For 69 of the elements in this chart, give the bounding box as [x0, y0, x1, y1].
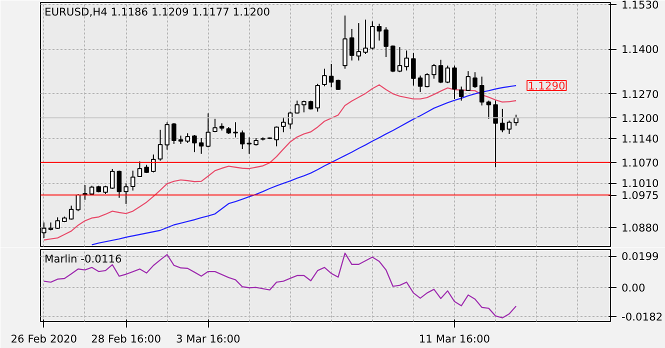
candlestick — [137, 160, 142, 177]
candlestick — [281, 116, 286, 133]
candlestick — [466, 70, 471, 92]
candlestick — [130, 170, 136, 192]
candlestick — [432, 63, 436, 80]
candlestick — [397, 46, 402, 73]
candlestick — [164, 122, 170, 150]
candlestick — [172, 122, 176, 144]
candlestick — [356, 22, 362, 61]
y-tick-label: 1.0880 — [622, 222, 660, 235]
candlestick — [486, 100, 492, 120]
x-tick-label: 26 Feb 2020 — [10, 332, 78, 346]
x-tick-label: 3 Mar 16:00 — [176, 332, 241, 346]
candlestick — [458, 86, 464, 102]
candlestick — [315, 83, 320, 112]
candlestick — [198, 138, 204, 154]
candlestick — [322, 68, 327, 87]
y-tick-label: 1.1140 — [622, 132, 660, 146]
candlestick — [151, 154, 156, 173]
candlestick — [274, 126, 279, 147]
candlestick — [418, 75, 423, 93]
candlestick — [116, 170, 122, 198]
candlestick — [212, 118, 218, 133]
line-series — [43, 252, 517, 318]
ref-line-label: 1.1070 — [622, 156, 660, 170]
candlestick — [302, 100, 306, 113]
candlestick — [124, 182, 128, 204]
y-tick-label: 1.1400 — [622, 43, 660, 56]
y-tick-label: 1.1530 — [622, 0, 660, 12]
candlestick — [370, 20, 375, 50]
y-tick-label: 1.1010 — [622, 177, 660, 190]
candlestick — [438, 59, 444, 84]
candlestick — [376, 23, 382, 42]
y-tick-label: 1.1270 — [622, 88, 660, 101]
candlestick — [445, 65, 450, 84]
chart-title: Marlin -0.0116 — [44, 252, 122, 266]
candlestick — [411, 52, 416, 86]
candlestick — [384, 26, 388, 58]
candlestick — [192, 134, 197, 153]
candlestick — [328, 63, 334, 88]
candlestick — [158, 129, 163, 162]
candlestick — [349, 28, 354, 61]
candlestick — [76, 193, 81, 212]
candlestick — [500, 108, 505, 133]
candlestick — [68, 205, 74, 220]
chart-title: EURUSD,H4 1.1186 1.1209 1.1177 1.1200 — [44, 6, 270, 18]
candlestick — [233, 122, 238, 138]
ref-line-label: 1.1200 — [622, 112, 660, 125]
candlestick — [479, 76, 484, 106]
candlestick — [363, 19, 368, 54]
candlestick — [240, 130, 245, 150]
candlestick — [506, 120, 512, 134]
candlestick — [294, 100, 300, 114]
y-tick-label: 0.0199 — [622, 250, 660, 264]
candlestick — [404, 50, 409, 71]
candlestick — [110, 168, 115, 190]
candlestick — [185, 132, 190, 144]
candlestick — [452, 65, 457, 100]
candlestick — [493, 100, 498, 168]
candlestick — [246, 136, 252, 154]
candlestick — [424, 72, 430, 88]
text: 1.1290 — [528, 80, 566, 93]
y-tick-label: -0.0182 — [622, 310, 663, 324]
candlestick — [472, 72, 478, 88]
x-tick-label: 28 Feb 16:00 — [91, 332, 162, 346]
candlestick — [206, 112, 211, 148]
ref-line-label: 1.0975 — [622, 189, 659, 202]
x-tick-label: 11 Mar 16:00 — [418, 332, 490, 346]
y-tick-label: 0.00 — [622, 282, 646, 295]
